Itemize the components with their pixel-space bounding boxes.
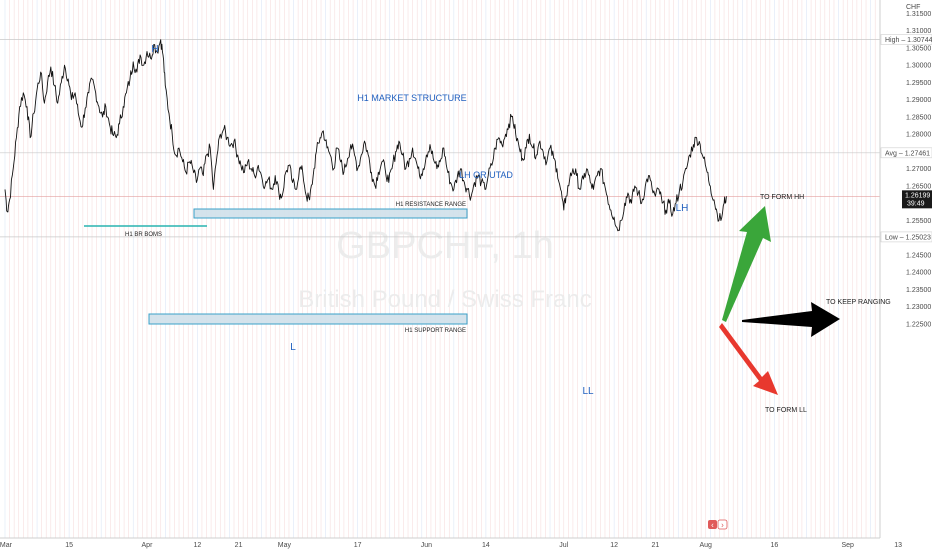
x-tick-label: 21 xyxy=(651,542,659,549)
bottom-axis: Mar 15 Apr 12 21 May 17 Jun 14 Jul 12 21 Aug 16 Sep 13 … xyxy=(0,519,902,549)
y-tick-label: 1.25500 xyxy=(906,218,931,225)
countdown-value: 39:49 xyxy=(907,200,925,207)
label-lh-or-utad[interactable]: LH OR UTAD xyxy=(459,170,513,180)
y-tick-label: 1.30500 xyxy=(906,45,931,52)
price-tag-box xyxy=(880,34,932,45)
label-support-range[interactable]: H1 SUPPORT RANGE xyxy=(405,328,466,334)
arrow-down-red[interactable] xyxy=(719,323,778,395)
y-tick-label: 1.30000 xyxy=(906,63,931,70)
y-tick-label: 1.24000 xyxy=(906,270,931,277)
x-tick-label: 17 xyxy=(354,542,362,549)
x-tick-label: 14 xyxy=(482,542,490,549)
price-series xyxy=(4,39,727,232)
x-tick-label: 12 xyxy=(610,542,618,549)
label-resistance-range[interactable]: H1 RESISTANCE RANGE xyxy=(396,202,466,208)
price-line xyxy=(4,39,727,232)
price-tag-label: Avg – 1.27461 xyxy=(885,150,930,157)
label-to-form-hh[interactable]: TO FORM HH xyxy=(760,194,804,201)
x-tick-label: Apr xyxy=(142,542,154,549)
price-tag-label: Low – 1.25023 xyxy=(885,234,931,241)
x-tick-label: Mar xyxy=(0,542,13,549)
y-tick-label: 1.22500 xyxy=(906,321,931,328)
y-tick-labels: 1.31500 1.31000 1.30500 1.30000 1.29500 1.290… xyxy=(906,11,931,329)
y-tick-label: 1.23500 xyxy=(906,287,931,294)
forecast-arrows xyxy=(719,206,840,395)
range-boxes xyxy=(84,208,468,325)
y-tick-label: 1.31500 xyxy=(906,11,931,18)
chart-title-annotation[interactable]: H1 MARKET STRUCTURE xyxy=(357,93,466,103)
label-l[interactable]: L xyxy=(290,342,296,353)
y-tick-label: 1.26500 xyxy=(906,183,931,190)
y-tick-label: 1.24500 xyxy=(906,252,931,259)
last-price-tag xyxy=(902,190,932,209)
y-tick-label: 1.29000 xyxy=(906,97,931,104)
x-tick-label: Aug xyxy=(700,542,713,549)
x-tick-label: 16 xyxy=(771,542,779,549)
arrow-right-black[interactable] xyxy=(742,302,840,337)
price-tag-box xyxy=(880,231,932,243)
y-tick-label: 1.28500 xyxy=(906,114,931,121)
y-tick-label: 1.31000 xyxy=(906,28,931,35)
support-range-box[interactable] xyxy=(148,313,468,325)
x-tick-label: 21 xyxy=(235,542,243,549)
x-tick-label: Sep xyxy=(841,542,854,549)
y-tick-label: 1.23000 xyxy=(906,304,931,311)
x-tick-label: Jul xyxy=(559,542,568,549)
time-nav-left-icon: ‹ xyxy=(711,521,714,530)
x-tick-labels: Mar 15 Apr 12 21 May 17 Jun 14 Jul 12 21 Aug 16 Sep 13 xyxy=(0,542,902,549)
time-nav-right-icon: › xyxy=(721,521,724,530)
label-to-form-ll[interactable]: TO FORM LL xyxy=(765,407,807,414)
label-lh[interactable]: LH xyxy=(676,203,689,214)
x-tick-label: May xyxy=(278,542,292,549)
price-tag-box xyxy=(880,147,932,159)
currency-label: CHF xyxy=(906,4,920,11)
watermark-name: British Pound / Swiss Franc xyxy=(298,286,591,313)
price-tags: High – 1.30744 Avg – 1.27461 Low – 1.25023… xyxy=(880,34,932,243)
x-tick-label: 13 xyxy=(894,542,902,549)
label-h[interactable]: H xyxy=(151,44,158,55)
resistance-range-box[interactable] xyxy=(193,208,468,219)
watermark-symbol: GBPCHF, 1h xyxy=(336,225,554,267)
reference-lines xyxy=(0,39,880,238)
y-tick-label: 1.27000 xyxy=(906,166,931,173)
time-nav-right-button[interactable] xyxy=(717,519,728,530)
y-tick-label: 1.28000 xyxy=(906,132,931,139)
label-to-keep-ranging[interactable]: TO KEEP RANGING xyxy=(826,299,891,306)
price-tag-label: High – 1.30744 xyxy=(885,37,932,44)
arrow-up-green[interactable] xyxy=(722,206,771,322)
label-breakout[interactable]: H1 BR BOMS xyxy=(125,232,162,238)
time-nav-left-button[interactable] xyxy=(708,520,717,529)
y-tick-label: 1.29500 xyxy=(906,80,931,87)
annotations: H1 MARKET STRUCTURE H L LH OR UTAD LH LL… xyxy=(125,44,891,414)
time-nav-widget[interactable]: ‹ › xyxy=(708,519,728,530)
right-axis: CHF 1.315001.310001.305001.300001.295001… xyxy=(879,0,932,538)
x-tick-label: Jun xyxy=(421,542,432,549)
label-ll[interactable]: LL xyxy=(582,386,594,397)
watermark: GBPCHF, 1h British Pound / Swiss Franc xyxy=(298,225,591,313)
x-tick-label: 12 xyxy=(193,542,201,549)
last-price-value: 1.26199 xyxy=(905,192,930,199)
x-tick-label: 15 xyxy=(65,542,73,549)
grid-lines xyxy=(4,0,876,538)
